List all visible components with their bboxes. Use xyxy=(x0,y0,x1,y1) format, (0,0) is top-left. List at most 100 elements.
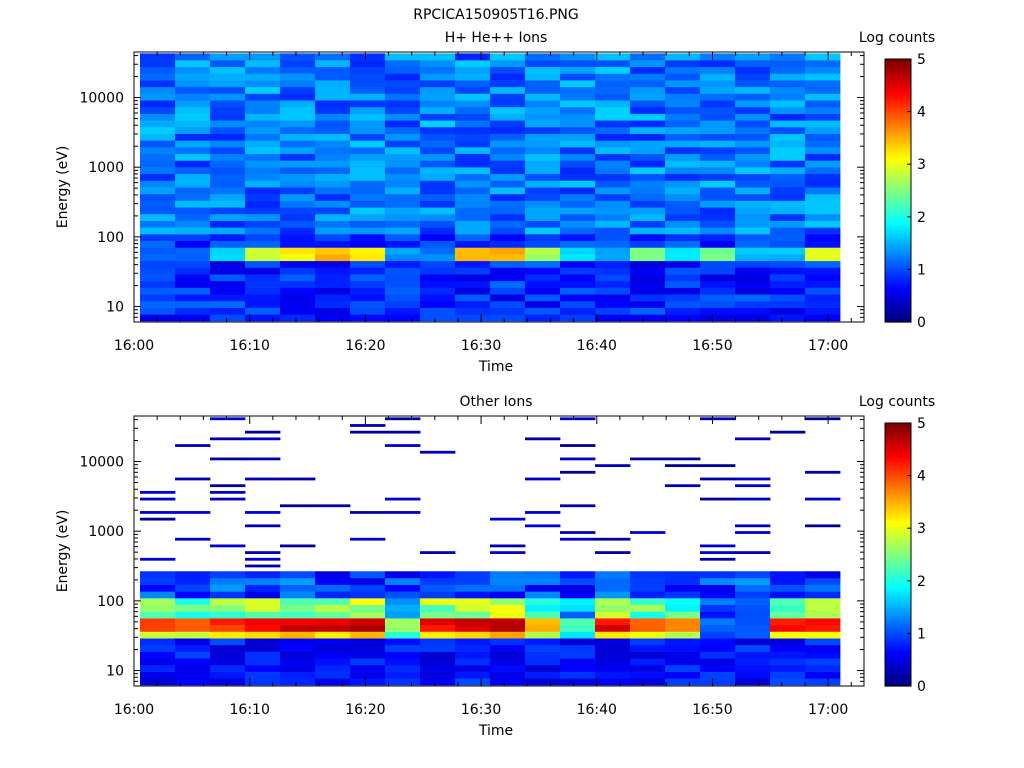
heatmap-cell xyxy=(630,577,666,585)
heatmap-cell xyxy=(665,234,701,242)
colorbar-swatch xyxy=(885,187,911,192)
heatmap-cell xyxy=(490,60,526,68)
heatmap-cell xyxy=(315,300,351,308)
heatmap-cell xyxy=(140,153,176,161)
heatmap-cell xyxy=(455,651,491,659)
heatmap-cell xyxy=(700,651,736,659)
heatmap-cell xyxy=(385,611,421,619)
heatmap-cell xyxy=(280,140,316,148)
heatmap-cell xyxy=(490,180,526,188)
heatmap-cell xyxy=(700,180,736,188)
colorbar-swatch xyxy=(885,659,911,663)
heatmap-cell xyxy=(175,287,211,295)
heatmap-cell xyxy=(350,126,386,134)
heatmap-cell xyxy=(315,227,351,235)
heatmap-cell xyxy=(805,93,841,101)
heatmap-cell xyxy=(455,173,491,181)
heatmap-cell xyxy=(735,651,771,659)
heatmap-cell xyxy=(420,120,456,128)
heatmap-cell xyxy=(210,113,246,121)
heatmap-cell xyxy=(770,167,806,175)
heatmap-cell xyxy=(560,571,596,579)
heatmap-cell xyxy=(455,167,491,175)
colorbar-swatch xyxy=(885,515,911,519)
heatmap-cell xyxy=(560,207,596,215)
heatmap-cell xyxy=(525,106,561,114)
heatmap-cell xyxy=(455,254,491,262)
colorbar-swatch xyxy=(885,449,911,453)
heatmap-cell xyxy=(805,220,841,228)
heatmap-cell xyxy=(490,598,526,606)
heatmap-cell xyxy=(175,227,211,235)
heatmap-cell xyxy=(700,577,736,585)
heatmap-cell xyxy=(630,93,666,101)
heatmap-cell xyxy=(280,651,316,659)
heatmap-cell xyxy=(420,193,456,201)
heatmap-cell xyxy=(210,247,246,255)
heatmap-cell xyxy=(735,638,771,646)
heatmap-cell xyxy=(770,247,806,255)
heatmap-cell xyxy=(560,664,596,672)
heatmap-cell xyxy=(560,598,596,606)
heatmap-cell xyxy=(770,53,806,61)
colorbar-swatch xyxy=(885,201,911,205)
heatmap-cell xyxy=(700,113,736,121)
heatmap-cell xyxy=(560,126,596,134)
heatmap-cell xyxy=(315,193,351,201)
heatmap-cell xyxy=(700,658,736,666)
heatmap-cell xyxy=(245,140,281,148)
heatmap-cell xyxy=(735,280,771,288)
heatmap-cell xyxy=(140,86,176,94)
heatmap-cell xyxy=(595,173,631,181)
colorbar-swatch xyxy=(885,316,911,320)
colorbar-swatch xyxy=(885,591,911,595)
heatmap-cell xyxy=(665,247,701,255)
heatmap-cell xyxy=(245,240,281,248)
colorbar-tick-label: 3 xyxy=(917,157,926,173)
heatmap-cell xyxy=(455,140,491,148)
heatmap-cell xyxy=(665,618,701,626)
heatmap-cell xyxy=(350,511,386,514)
colorbar-swatch xyxy=(885,135,911,139)
heatmap-cell xyxy=(350,133,386,141)
heatmap-cell xyxy=(420,644,456,652)
heatmap-cell xyxy=(595,80,631,88)
heatmap-cell xyxy=(560,213,596,221)
colorbar-swatch xyxy=(885,314,911,318)
heatmap-cell xyxy=(490,307,526,315)
heatmap-cell xyxy=(770,86,806,94)
heatmap-cell xyxy=(280,60,316,68)
heatmap-cell xyxy=(525,437,561,441)
heatmap-cell xyxy=(175,126,211,134)
heatmap-cell xyxy=(385,430,421,434)
heatmap-cell xyxy=(175,106,211,114)
heatmap-cell xyxy=(385,60,421,68)
heatmap-cell xyxy=(525,167,561,175)
x-tick-label: 17:00 xyxy=(808,338,848,354)
heatmap-cell xyxy=(350,591,386,599)
heatmap-cell xyxy=(140,120,176,128)
heatmap-cell xyxy=(630,294,666,302)
heatmap-cell xyxy=(280,591,316,599)
colorbar-swatch xyxy=(885,625,911,629)
heatmap-cell xyxy=(210,267,246,275)
colorbar-label: Log counts xyxy=(859,30,935,46)
heatmap-cell xyxy=(700,167,736,175)
heatmap-cell xyxy=(700,66,736,74)
colorbar-swatch xyxy=(885,87,911,92)
heatmap-cell xyxy=(770,577,806,585)
heatmap-cell xyxy=(420,658,456,666)
heatmap-cell xyxy=(140,227,176,235)
heatmap-cell xyxy=(770,80,806,88)
heatmap-cell xyxy=(700,307,736,315)
heatmap-cell xyxy=(560,671,596,679)
heatmap-cell xyxy=(735,604,771,612)
heatmap-cell xyxy=(665,591,701,599)
heatmap-cell xyxy=(175,651,211,659)
colorbar-swatch xyxy=(885,457,911,461)
heatmap-cell xyxy=(140,631,176,639)
heatmap-cell xyxy=(595,678,631,686)
heatmap-cell xyxy=(665,213,701,221)
heatmap-cell xyxy=(350,153,386,161)
heatmap-cell xyxy=(315,260,351,268)
